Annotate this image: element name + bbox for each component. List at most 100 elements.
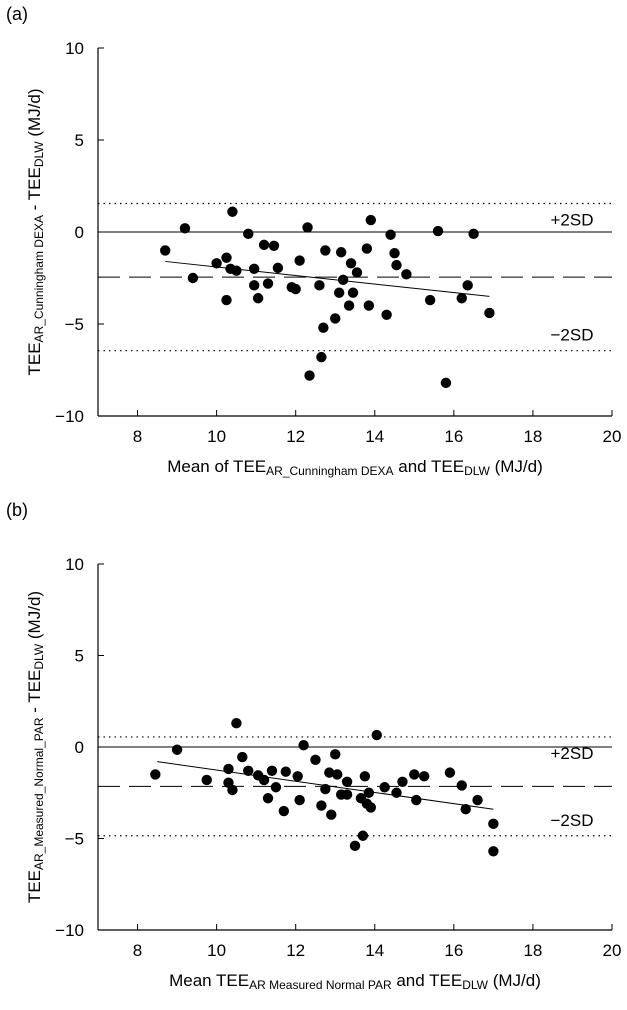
data-point — [262, 793, 274, 804]
data-point — [335, 247, 347, 258]
data-point — [381, 309, 392, 320]
x-axis-title: Mean of TEEAR_Cunningham DEXA and TEEDLW… — [167, 457, 543, 478]
data-point — [432, 225, 444, 237]
y-tick-label: 0 — [75, 738, 84, 757]
data-point — [243, 765, 254, 776]
y-axis-title: TEEAR_Measured_Normal_PAR - TEEDLW (MJ/d… — [25, 591, 46, 903]
data-point — [248, 280, 260, 291]
upper-limit-label: +2SD — [551, 744, 594, 763]
data-point — [262, 278, 274, 289]
data-point — [462, 280, 473, 291]
data-point — [231, 718, 242, 729]
data-point — [304, 370, 315, 381]
y-axis-title: TEEAR_Cunningham DEXA - TEEDLW (MJ/d) — [25, 88, 46, 375]
data-point — [280, 766, 292, 777]
data-point — [171, 744, 183, 755]
data-point — [179, 223, 191, 234]
data-point — [324, 767, 335, 778]
y-tick-label: −5 — [65, 315, 84, 334]
x-tick-label: 8 — [133, 941, 142, 960]
y-tick-label: 5 — [75, 647, 84, 666]
data-point — [343, 300, 355, 311]
data-point — [201, 774, 212, 786]
lower-limit-label: −2SD — [551, 326, 594, 345]
data-point — [357, 830, 369, 841]
data-point — [341, 776, 353, 787]
data-point — [266, 765, 278, 776]
y-tick-label: −10 — [55, 921, 84, 940]
data-point — [444, 767, 456, 778]
panel-label: (a) — [6, 4, 28, 24]
data-point — [278, 805, 290, 817]
data-point — [385, 229, 396, 240]
data-point — [389, 247, 400, 259]
data-point — [231, 265, 242, 276]
data-point — [363, 300, 375, 311]
data-point — [258, 774, 270, 786]
data-point — [272, 262, 284, 274]
data-point — [456, 293, 467, 304]
data-point — [221, 252, 232, 263]
y-tick-label: −10 — [55, 407, 84, 426]
data-point — [290, 283, 301, 295]
data-point — [292, 771, 303, 782]
data-point — [316, 351, 327, 363]
data-point — [302, 222, 313, 233]
data-point — [243, 228, 254, 240]
data-point — [488, 818, 499, 830]
x-tick-label: 18 — [523, 427, 542, 446]
data-point — [341, 789, 353, 800]
data-point — [270, 782, 282, 793]
data-point — [187, 272, 199, 284]
x-tick-label: 10 — [207, 427, 226, 446]
y-tick-label: 10 — [65, 555, 84, 574]
data-point — [333, 287, 345, 298]
x-tick-label: 14 — [365, 427, 384, 446]
data-point — [484, 307, 495, 319]
data-point — [371, 729, 382, 741]
x-axis-title: Mean TEEAR Measured Normal PAR and TEEDL… — [169, 971, 541, 992]
data-point — [397, 776, 408, 787]
data-point — [330, 313, 341, 324]
data-point — [221, 294, 232, 306]
data-point — [418, 771, 430, 782]
data-point — [298, 739, 309, 751]
data-point — [391, 787, 402, 798]
x-tick-label: 12 — [286, 941, 305, 960]
data-point — [248, 263, 260, 274]
data-point — [472, 794, 483, 806]
data-point — [365, 214, 377, 226]
data-point — [268, 240, 280, 251]
upper-limit-label: +2SD — [551, 210, 594, 229]
data-point — [359, 771, 371, 782]
x-tick-label: 20 — [603, 427, 622, 446]
data-point — [379, 782, 390, 793]
data-point — [258, 239, 270, 251]
data-point — [326, 809, 337, 820]
y-tick-label: 5 — [75, 131, 84, 150]
x-tick-label: 8 — [133, 427, 142, 446]
y-tick-label: −5 — [65, 830, 84, 849]
x-tick-label: 12 — [286, 427, 305, 446]
data-point — [468, 228, 479, 240]
x-tick-label: 10 — [207, 941, 226, 960]
data-point — [330, 749, 341, 760]
data-point — [424, 294, 436, 306]
data-point — [160, 245, 171, 256]
data-point — [361, 243, 373, 254]
data-point — [347, 287, 359, 298]
data-point — [349, 840, 361, 852]
x-tick-label: 18 — [523, 941, 542, 960]
data-point — [211, 258, 222, 269]
data-point — [320, 783, 331, 795]
data-point — [252, 293, 264, 304]
data-point — [310, 754, 321, 766]
data-point — [401, 269, 412, 280]
data-point — [227, 784, 238, 796]
panel-a: (a) −10 −5 0 5 10 8 10 12 14 16 18 20 +2SD −2SD Mean o… — [6, 4, 621, 478]
data-point — [150, 769, 161, 780]
data-point — [332, 769, 343, 780]
data-point — [365, 802, 377, 813]
x-tick-label: 16 — [444, 941, 463, 960]
